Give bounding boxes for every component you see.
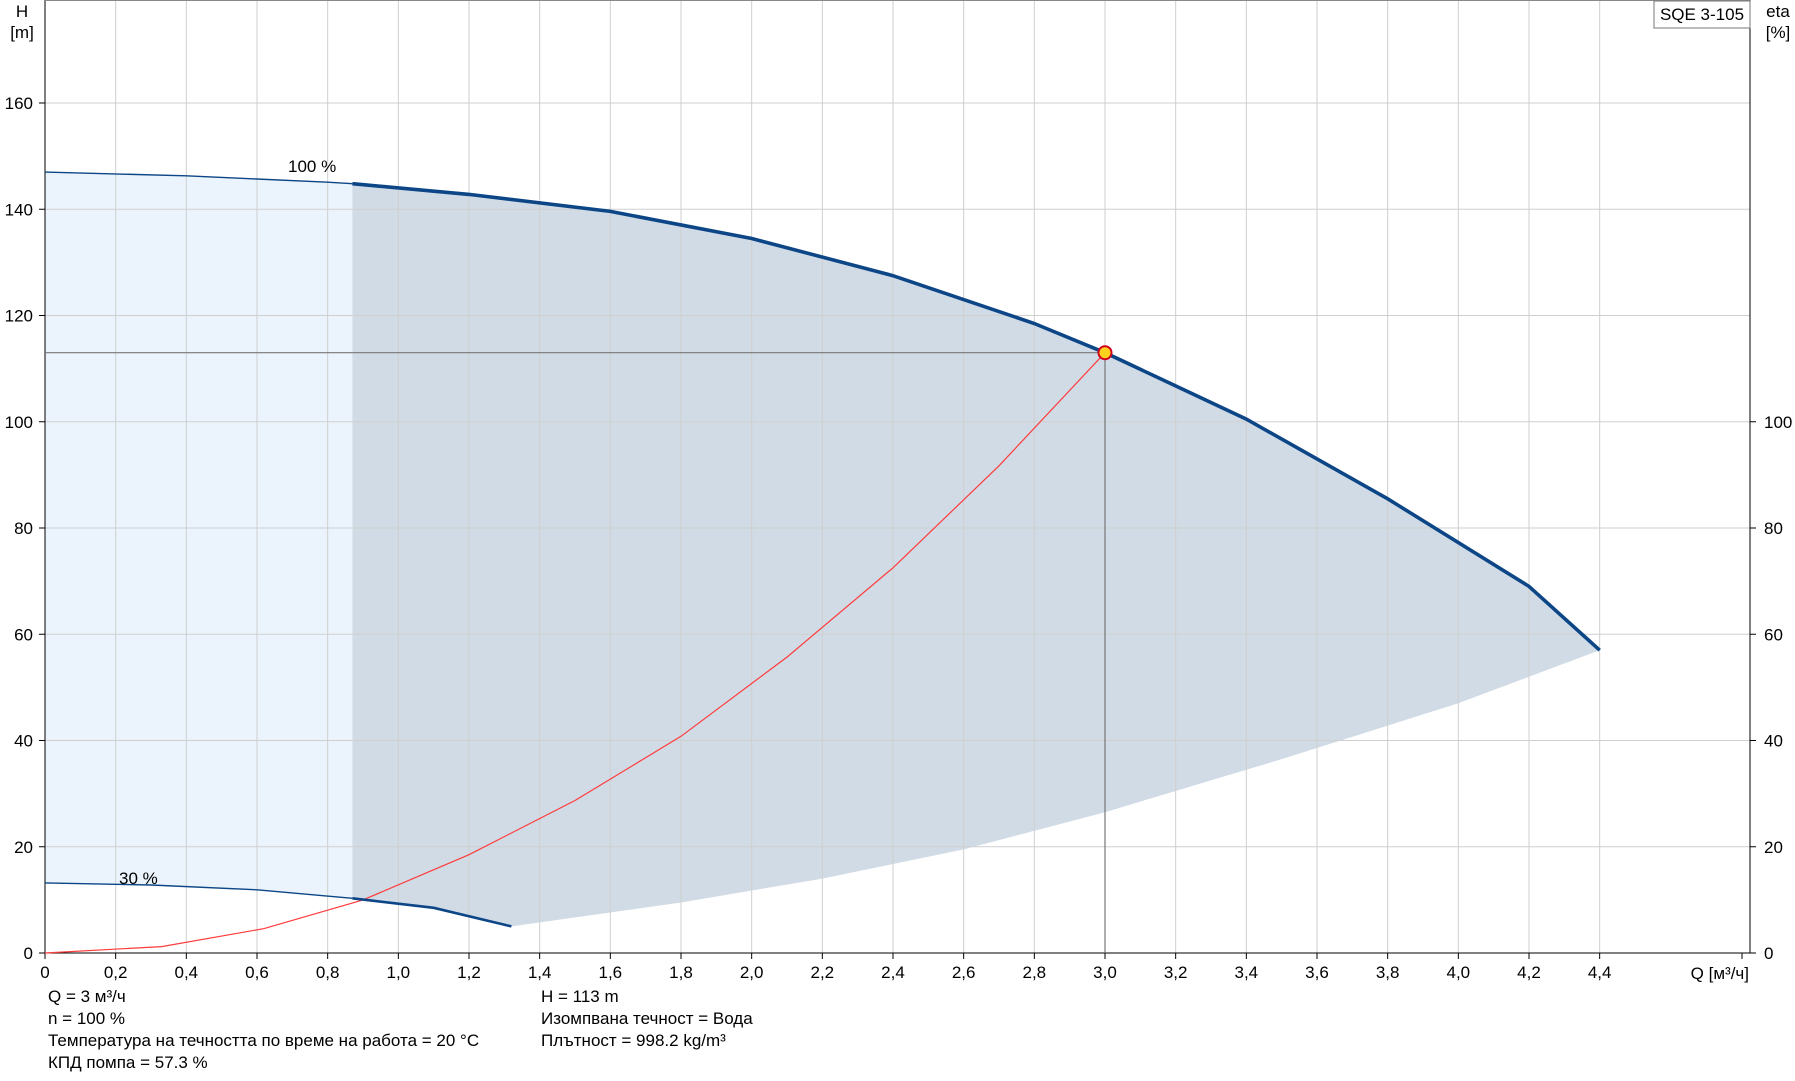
x-axis-label: Q [м³/ч] [1691,964,1749,983]
x-tick-label: 2,8 [1023,963,1047,982]
y-left-tick-label: 100 [5,413,33,432]
info-speed: n = 100 % [48,1009,126,1028]
x-tick-label: 2,2 [811,963,835,982]
curve-100-thin [44,171,353,185]
y-left-tick-label: 60 [14,625,33,644]
x-tick-label: 1,0 [387,963,411,982]
y-right-tick-label: 60 [1764,625,1783,644]
y-right-label-line1: eta [1766,2,1790,21]
y-right-tick-label: 20 [1764,838,1783,857]
y-left-tick-label: 80 [14,519,33,538]
x-tick-label: 4,2 [1517,963,1541,982]
grid-lines [45,0,1750,953]
model-label: SQE 3-105 [1660,5,1744,24]
info-liquid: Изомпвана течност = Вода [541,1009,753,1028]
x-tick-label: 4,0 [1447,963,1471,982]
info-head: H = 113 m [541,987,619,1006]
info-left: Q = 3 м³/ч n = 100 % Температура на течн… [48,986,479,1074]
info-right: H = 113 m Изомпвана течност = Вода Плътн… [541,986,753,1052]
efficiency-curve [44,352,1106,954]
x-tick-label: 3,4 [1235,963,1259,982]
x-tick-label: 1,6 [599,963,623,982]
x-tick-label: 0,6 [245,963,269,982]
x-tick-label: 1,8 [669,963,693,982]
x-tick-label: 0,4 [175,963,199,982]
curve-30-thin [44,882,353,899]
model-label-box [1653,0,1751,29]
x-tick-label: 2,0 [740,963,764,982]
y-left-label-line1: H [16,2,28,21]
curve-30-label: 30 % [119,869,158,888]
x-tick-label: 3,6 [1305,963,1329,982]
y-right-tick-label: 100 [1764,413,1792,432]
y-right-tick-label: 40 [1764,732,1783,751]
duty-point-marker [1097,345,1113,361]
x-tick-label: 2,6 [952,963,976,982]
curve-30 [352,897,512,928]
y-left-tick-label: 120 [5,307,33,326]
y-left-label-line2: [m] [10,23,34,42]
curves [44,171,1601,954]
x-tick-label: 0,2 [104,963,128,982]
info-density: Плътност = 998.2 kg/m³ [541,1031,726,1050]
y-left-tick-label: 140 [5,200,33,219]
info-efficiency: КПД помпа = 57.3 % [48,1053,208,1072]
x-tick-label: 0,8 [316,963,340,982]
x-tick-label: 3,2 [1164,963,1188,982]
x-tick-label: 4,4 [1588,963,1612,982]
x-tick-label: 3,8 [1376,963,1400,982]
curve-100 [352,181,1601,652]
info-temperature: Температура на течността по време на раб… [48,1031,480,1050]
min-flow-area [45,172,353,899]
y-left-tick-label: 160 [5,94,33,113]
x-tick-label: 3,0 [1093,963,1117,982]
axes: 0 0,2 0,4 0,6 0,8 1,0 1,2 1,4 1,6 1,8 2,0 2,2 2,4 2,6… [5,0,1792,982]
x-tick-label: 2,4 [881,963,905,982]
curve-100-label: 100 % [288,157,336,176]
y-right-tick-label: 80 [1764,519,1783,538]
chart-labels: 100 % 30 % H [m] eta [%] Q [м³/ч] SQE 3-105 [10,0,1791,983]
x-tick-label: 0 [40,963,49,982]
y-left-tick-label: 0 [24,944,33,963]
y-left-tick-label: 20 [14,838,33,857]
y-right-label-line2: [%] [1766,23,1791,42]
y-left-tick-label: 40 [14,732,33,751]
x-tick-label: 1,4 [528,963,552,982]
info-flow: Q = 3 м³/ч [48,987,126,1006]
x-tick-label: 1,2 [457,963,481,982]
y-right-tick-label: 0 [1764,944,1773,963]
